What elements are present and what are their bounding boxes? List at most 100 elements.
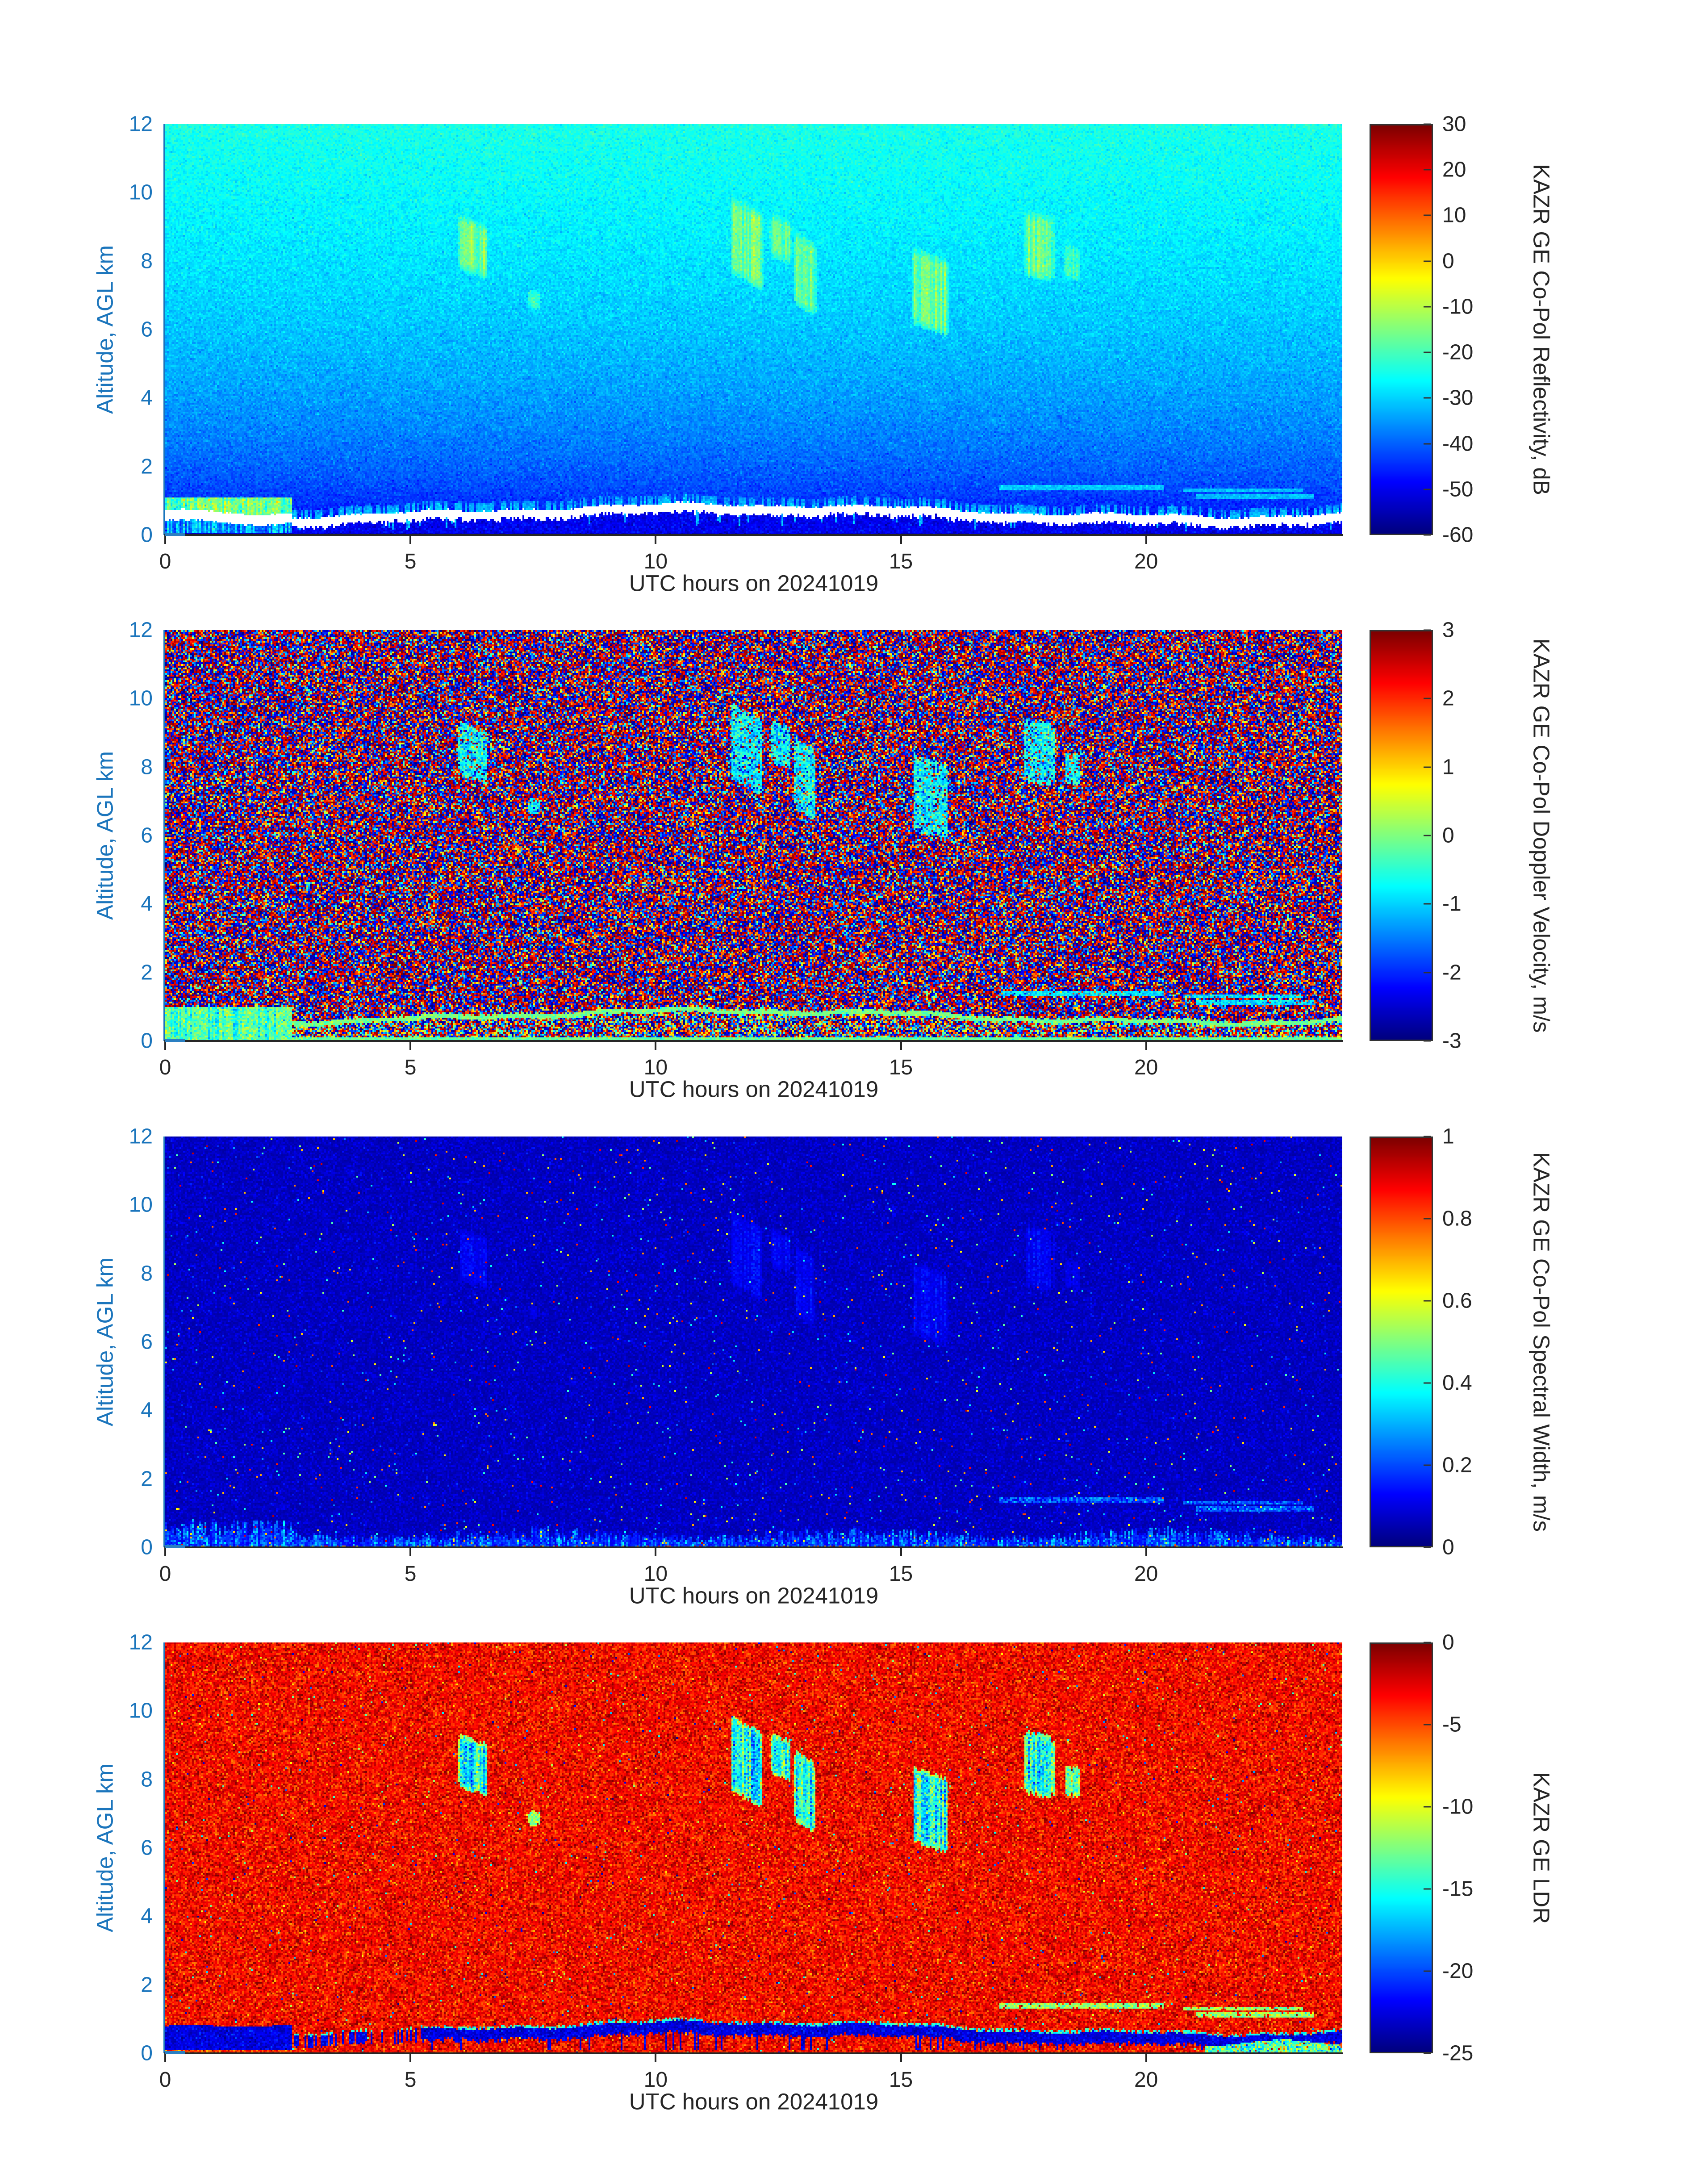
- y-tick-label: 6: [141, 823, 153, 848]
- ldr-heatmap: [165, 1642, 1342, 2053]
- colorbar-tick-mark: [1424, 629, 1431, 631]
- x-tick-mark: [900, 1042, 902, 1050]
- y-tick-label: 0: [141, 1535, 153, 1559]
- panel-reflectivity: Altitude, AGL km 12 10 8 6 4 2 0 0 5 10 15 20 UTC …: [0, 113, 1708, 632]
- y-tick-label: 10: [129, 1193, 153, 1217]
- axis-corner-segment: [165, 2051, 185, 2054]
- y-axis-line: [163, 124, 165, 535]
- colorbar-tick-mark: [1424, 1970, 1431, 1972]
- colorbar-tick-label: 10: [1442, 203, 1466, 227]
- x-tick-label: 0: [159, 2068, 171, 2092]
- colorbar-tick-label: -15: [1442, 1877, 1474, 1901]
- x-tick-label: 20: [1134, 550, 1158, 573]
- x-tick-mark: [900, 1548, 902, 1556]
- colorbar-tick-label: 0.4: [1442, 1371, 1472, 1395]
- y-axis-label: Altitude, AGL km: [92, 1763, 118, 1932]
- x-tick-label: 0: [159, 550, 171, 573]
- colorbar-tick-mark: [1424, 123, 1431, 125]
- x-tick-label: 15: [889, 1562, 913, 1586]
- y-axis-label: Altitude, AGL km: [92, 245, 118, 414]
- colorbar-tick-mark: [1424, 214, 1431, 216]
- x-tick-mark: [164, 2054, 166, 2062]
- colorbar-tick-label: -3: [1442, 1029, 1462, 1053]
- x-tick-mark: [655, 2054, 657, 2062]
- x-axis-line: [164, 1546, 1343, 1548]
- velocity-heatmap: [165, 630, 1342, 1041]
- colorbar-label: KAZR GE Co-Pol Doppler Velocity, m/s: [1528, 638, 1554, 1033]
- x-tick-label: 0: [159, 1056, 171, 1079]
- y-tick-label: 10: [129, 1699, 153, 1723]
- x-axis-line: [164, 2052, 1343, 2054]
- x-tick-mark: [164, 1042, 166, 1050]
- reflectivity-colorbar-gradient: [1371, 125, 1432, 534]
- y-tick-label: 0: [141, 523, 153, 547]
- y-tick-label: 10: [129, 180, 153, 205]
- x-tick-label: 5: [404, 550, 417, 573]
- x-tick-label: 10: [643, 2068, 668, 2092]
- reflectivity-colorbar: [1370, 124, 1433, 535]
- x-axis-label: UTC hours on 20241019: [629, 1583, 879, 1609]
- colorbar-tick-label: 0: [1442, 823, 1454, 848]
- spectral-width-plot-area: [165, 1137, 1342, 1547]
- x-tick-mark: [655, 536, 657, 544]
- axis-corner-segment: [165, 1039, 185, 1042]
- x-tick-label: 15: [889, 1056, 913, 1079]
- x-axis-label: UTC hours on 20241019: [629, 1076, 879, 1102]
- x-tick-label: 20: [1134, 1562, 1158, 1586]
- x-tick-label: 5: [404, 2068, 417, 2092]
- colorbar-tick-mark: [1424, 766, 1431, 768]
- x-tick-mark: [655, 1548, 657, 1556]
- y-tick-label: 8: [141, 1262, 153, 1286]
- x-tick-mark: [1145, 536, 1147, 544]
- y-tick-label: 2: [141, 961, 153, 985]
- colorbar-tick-mark: [1424, 534, 1431, 536]
- colorbar-tick-mark: [1424, 260, 1431, 262]
- colorbar-tick-mark: [1424, 489, 1431, 490]
- y-tick-label: 4: [141, 1398, 153, 1422]
- x-tick-label: 0: [159, 1562, 171, 1586]
- y-axis-label: Altitude, AGL km: [92, 1258, 118, 1426]
- y-tick-label: 6: [141, 1836, 153, 1860]
- colorbar-tick-mark: [1424, 1136, 1431, 1137]
- colorbar-tick-mark: [1424, 351, 1431, 353]
- y-tick-label: 6: [141, 318, 153, 342]
- colorbar-tick-label: -20: [1442, 340, 1474, 364]
- x-tick-label: 20: [1134, 1056, 1158, 1079]
- colorbar-tick-mark: [1424, 306, 1431, 308]
- colorbar-tick-mark: [1424, 698, 1431, 699]
- x-tick-mark: [1145, 2054, 1147, 2062]
- colorbar-tick-label: 0.2: [1442, 1453, 1472, 1477]
- x-tick-mark: [1145, 1042, 1147, 1050]
- colorbar-tick-mark: [1424, 1642, 1431, 1643]
- colorbar-tick-label: 2: [1442, 686, 1454, 710]
- colorbar-tick-mark: [1424, 835, 1431, 836]
- colorbar-tick-label: 3: [1442, 618, 1454, 642]
- colorbar-tick-mark: [1424, 1888, 1431, 1890]
- colorbar-tick-mark: [1424, 972, 1431, 974]
- ldr-colorbar-gradient: [1371, 1644, 1432, 2052]
- x-tick-mark: [164, 536, 166, 544]
- ldr-plot-area: [165, 1642, 1342, 2053]
- y-tick-label: 0: [141, 2041, 153, 2065]
- colorbar-tick-label: 1: [1442, 1124, 1454, 1149]
- colorbar-tick-label: -2: [1442, 961, 1462, 985]
- panel-spectral-width: Altitude, AGL km 12 10 8 6 4 2 0 0 5 10 15 20 UTC …: [0, 1125, 1708, 1644]
- y-tick-label: 8: [141, 1768, 153, 1792]
- colorbar-tick-mark: [1424, 397, 1431, 399]
- spectral-width-colorbar-gradient: [1371, 1138, 1432, 1546]
- colorbar-tick-mark: [1424, 2052, 1431, 2054]
- reflectivity-heatmap: [165, 124, 1342, 535]
- x-axis-line: [164, 1040, 1343, 1042]
- x-tick-label: 5: [404, 1056, 417, 1079]
- x-tick-mark: [409, 1548, 412, 1556]
- axis-corner-segment: [165, 533, 185, 536]
- x-tick-mark: [655, 1042, 657, 1050]
- spectral-width-heatmap: [165, 1137, 1342, 1547]
- x-tick-mark: [900, 2054, 902, 2062]
- colorbar-tick-mark: [1424, 1546, 1431, 1548]
- y-tick-label: 12: [129, 112, 153, 136]
- colorbar-tick-mark: [1424, 1806, 1431, 1808]
- y-tick-label: 2: [141, 455, 153, 479]
- colorbar-label: KAZR GE Co-Pol Spectral Width, m/s: [1528, 1152, 1554, 1532]
- colorbar-tick-mark: [1424, 903, 1431, 905]
